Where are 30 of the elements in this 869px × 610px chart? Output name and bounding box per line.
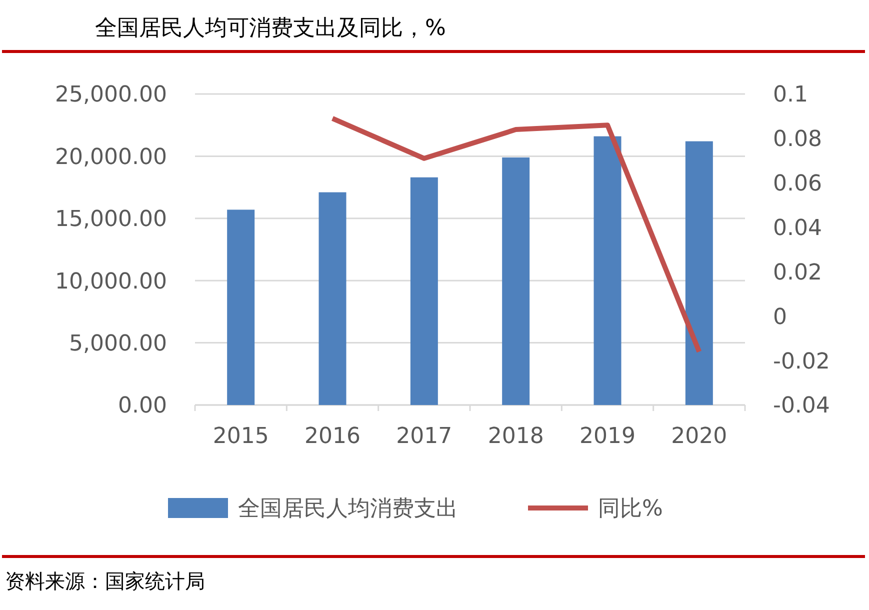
- y-tick-label: 5,000.00: [69, 332, 167, 356]
- y2-tick-label: 0.02: [773, 260, 822, 286]
- y-tick-label: 10,000.00: [55, 269, 167, 294]
- y2-tick-label: 0.1: [773, 82, 808, 108]
- legend-label: 同比%: [598, 496, 663, 522]
- x-tick-label: 2016: [304, 424, 360, 449]
- chart-title: 全国居民人均可消费支出及同比，%: [95, 16, 446, 41]
- text: 资料来源：国家统计局: [5, 569, 205, 593]
- bar: [685, 141, 713, 405]
- y2-tick-label: 0.06: [773, 172, 822, 197]
- x-tick-label: 2019: [580, 424, 636, 449]
- y2-tick-label: 0: [773, 304, 787, 330]
- y-tick-label: 20,000.00: [55, 144, 167, 170]
- y-tick-label: 15,000.00: [55, 207, 167, 232]
- y2-tick-label: -0.02: [773, 349, 830, 374]
- x-tick-label: 2015: [212, 424, 269, 449]
- bar: [594, 136, 622, 405]
- y2-tick-label: 0.04: [773, 216, 822, 241]
- y-tick-label: 25,000.00: [55, 82, 167, 108]
- x-tick-label: 2017: [396, 424, 452, 449]
- x-tick-label: 2020: [671, 424, 728, 449]
- bar: [227, 210, 255, 405]
- x-tick-label: 2018: [488, 424, 544, 449]
- legend-label: 全国居民人均消费支出: [238, 496, 458, 522]
- y2-tick-label: 0.08: [773, 127, 822, 152]
- y-tick-label: 0.00: [118, 394, 167, 419]
- y2-tick-label: -0.04: [773, 394, 830, 419]
- bar: [502, 157, 530, 405]
- bar: [318, 192, 346, 405]
- bar: [410, 177, 438, 405]
